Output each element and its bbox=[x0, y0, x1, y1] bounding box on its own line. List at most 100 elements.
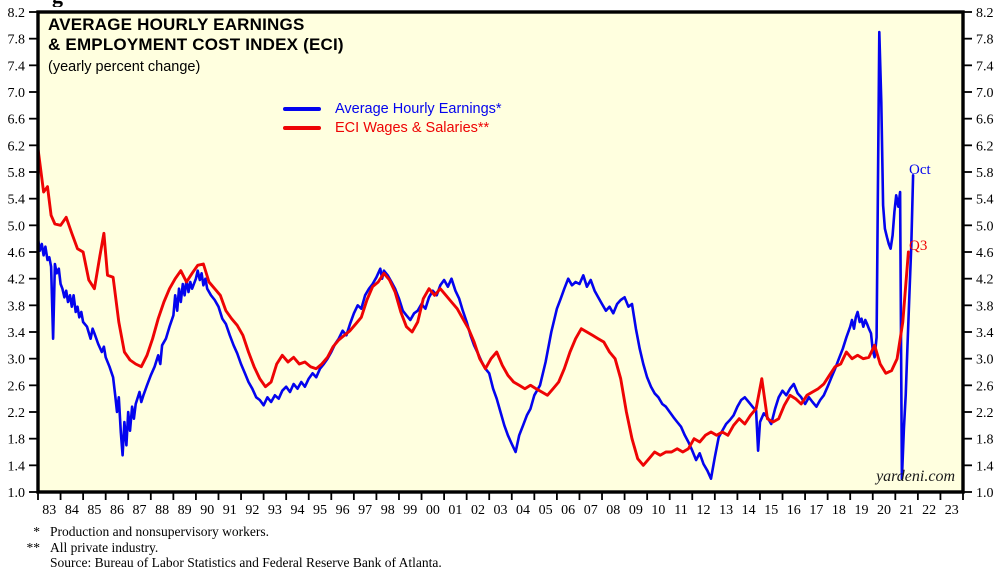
x-tick-label: 22 bbox=[922, 503, 936, 518]
legend: Average Hourly Earnings* ECI Wages & Sal… bbox=[283, 99, 502, 137]
y-tick-label-right: 1.8 bbox=[976, 433, 994, 448]
ahe-line-swatch-icon bbox=[283, 106, 321, 111]
x-tick-label: 00 bbox=[426, 503, 440, 518]
latest-point-label-ahe: Oct bbox=[909, 162, 931, 178]
x-tick-label: 07 bbox=[584, 503, 598, 518]
chart-title-line1: AVERAGE HOURLY EARNINGS bbox=[48, 15, 305, 34]
y-tick-label-left: 1.0 bbox=[8, 486, 26, 501]
footnote-row: * Production and nonsupervisory workers. bbox=[12, 524, 442, 540]
x-tick-label: 99 bbox=[403, 503, 417, 518]
y-tick-label-right: 1.0 bbox=[976, 486, 994, 501]
y-tick-label-right: 2.6 bbox=[976, 379, 994, 394]
y-tick-label-left: 7.4 bbox=[8, 59, 26, 74]
x-tick-label: 11 bbox=[674, 503, 687, 518]
x-tick-label: 91 bbox=[223, 503, 237, 518]
y-tick-label-right: 7.0 bbox=[976, 86, 994, 101]
y-tick-label-right: 3.4 bbox=[976, 326, 994, 341]
y-tick-label-right: 3.0 bbox=[976, 353, 994, 368]
footnote-text: All private industry. bbox=[50, 539, 159, 555]
legend-label-eci: ECI Wages & Salaries** bbox=[335, 119, 490, 136]
x-tick-label: 86 bbox=[110, 503, 124, 518]
footnote-text: Production and nonsupervisory workers. bbox=[50, 524, 269, 539]
x-tick-label: 93 bbox=[268, 503, 282, 518]
cropped-heading-fragment: g bbox=[52, 0, 88, 7]
x-tick-label: 15 bbox=[764, 503, 778, 518]
y-tick-label-left: 5.4 bbox=[8, 193, 26, 208]
x-tick-label: 08 bbox=[606, 503, 620, 518]
y-axis-labels: 1.0 1.0 1.4 1.4 1.8 1.8 2.2 2.2 2.6 2.6 3.0 3.0 3.4 3… bbox=[8, 6, 994, 501]
footnote-marker: ** bbox=[26, 539, 41, 555]
y-tick-label-left: 1.8 bbox=[8, 433, 26, 448]
legend-label-ahe: Average Hourly Earnings* bbox=[335, 100, 502, 117]
y-tick-label-left: 3.0 bbox=[8, 353, 26, 368]
y-tick-label-left: 4.6 bbox=[8, 246, 26, 261]
y-tick-label-right: 4.2 bbox=[976, 273, 994, 288]
plot-background bbox=[38, 12, 963, 492]
y-tick-label-left: 8.2 bbox=[8, 6, 26, 21]
x-tick-label: 16 bbox=[787, 503, 801, 518]
x-tick-label: 92 bbox=[245, 503, 259, 518]
data-series bbox=[38, 30, 915, 481]
y-tick-label-left: 6.6 bbox=[8, 113, 26, 128]
y-tick-label-left: 4.2 bbox=[8, 273, 26, 288]
x-tick-label: 01 bbox=[448, 503, 462, 518]
x-tick-label: 04 bbox=[516, 503, 530, 518]
x-tick-label: 85 bbox=[87, 503, 101, 518]
footnote-row: ** All private industry. bbox=[12, 540, 442, 556]
x-tick-label: 17 bbox=[809, 503, 823, 518]
y-tick-label-right: 5.8 bbox=[976, 166, 994, 181]
y-tick-label-right: 7.8 bbox=[976, 33, 994, 48]
x-tick-label: 87 bbox=[133, 503, 147, 518]
x-tick-label: 02 bbox=[471, 503, 485, 518]
y-tick-label-right: 1.4 bbox=[976, 459, 994, 474]
x-tick-label: 19 bbox=[854, 503, 868, 518]
eci-line bbox=[38, 147, 910, 467]
plot-frame bbox=[36, 10, 965, 494]
y-tick-label-left: 5.8 bbox=[8, 166, 26, 181]
x-tick-label: 83 bbox=[42, 503, 56, 518]
y-tick-label-left: 7.8 bbox=[8, 33, 26, 48]
y-tick-label-left: 3.8 bbox=[8, 299, 26, 314]
chart-title-block: AVERAGE HOURLY EARNINGS & EMPLOYMENT COS… bbox=[48, 15, 344, 77]
x-tick-label: 20 bbox=[877, 503, 891, 518]
footnote-marker bbox=[12, 555, 50, 571]
chart-subtitle: (yearly percent change) bbox=[48, 59, 201, 75]
x-tick-label: 94 bbox=[290, 503, 304, 518]
y-tick-label-right: 6.6 bbox=[976, 113, 994, 128]
x-tick-label: 13 bbox=[719, 503, 733, 518]
x-tick-label: 90 bbox=[200, 503, 214, 518]
x-tick-label: 18 bbox=[832, 503, 846, 518]
y-tick-label-left: 2.6 bbox=[8, 379, 26, 394]
y-tick-label-right: 4.6 bbox=[976, 246, 994, 261]
x-axis-labels: 83 84 85 86 87 88 89 90 91 92 93 94 95 96 97 98 99 00 01 02… bbox=[42, 503, 958, 518]
x-tick-label: 06 bbox=[561, 503, 575, 518]
x-tick-label: 96 bbox=[336, 503, 350, 518]
y-tick-label-left: 6.2 bbox=[8, 139, 26, 154]
y-tick-label-right: 8.2 bbox=[976, 6, 994, 21]
y-tick-label-right: 7.4 bbox=[976, 59, 994, 74]
chart-title-line2: & EMPLOYMENT COST INDEX (ECI) bbox=[48, 35, 344, 54]
latest-point-label-eci: Q3 bbox=[909, 238, 928, 254]
y-tick-label-left: 5.0 bbox=[8, 219, 26, 234]
x-tick-label: 95 bbox=[313, 503, 327, 518]
eci-line-swatch-icon bbox=[283, 125, 321, 130]
legend-item-eci: ECI Wages & Salaries** bbox=[283, 118, 502, 137]
x-tick-label: 88 bbox=[155, 503, 169, 518]
x-tick-label: 97 bbox=[358, 503, 372, 518]
watermark: yardeni.com bbox=[876, 468, 955, 485]
x-tick-label: 89 bbox=[178, 503, 192, 518]
x-tick-label: 10 bbox=[651, 503, 665, 518]
y-tick-label-right: 5.0 bbox=[976, 219, 994, 234]
footnote-marker: * bbox=[33, 524, 40, 539]
y-tick-label-left: 7.0 bbox=[8, 86, 26, 101]
x-tick-label: 03 bbox=[494, 503, 508, 518]
ahe-line bbox=[38, 30, 915, 481]
y-tick-label-left: 2.2 bbox=[8, 406, 26, 421]
y-tick-label-right: 5.4 bbox=[976, 193, 994, 208]
x-tick-label: 21 bbox=[900, 503, 914, 518]
y-tick-label-left: 1.4 bbox=[8, 459, 26, 474]
legend-item-ahe: Average Hourly Earnings* bbox=[283, 99, 502, 118]
x-tick-label: 14 bbox=[742, 503, 756, 518]
